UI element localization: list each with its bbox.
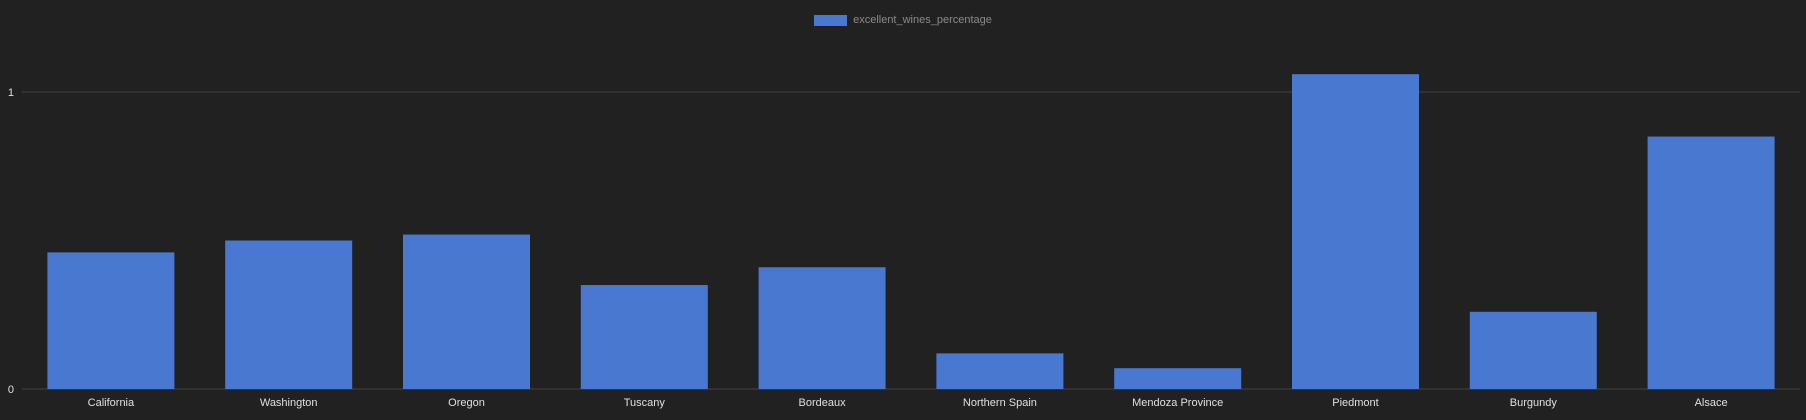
x-tick-label: Tuscany (624, 397, 666, 409)
legend-swatch (814, 14, 848, 26)
x-tick-label: California (88, 397, 135, 409)
x-tick-label: Alsace (1695, 397, 1728, 409)
bar-mendoza-province[interactable] (1114, 368, 1242, 389)
x-tick-label: Bordeaux (799, 397, 847, 409)
bar-california[interactable] (47, 252, 175, 389)
bar-northern-spain[interactable] (936, 353, 1064, 389)
x-tick-label: Burgundy (1510, 397, 1558, 409)
bar-alsace[interactable] (1647, 136, 1775, 389)
x-tick-label: Mendoza Province (1132, 397, 1223, 409)
bar-washington[interactable] (225, 240, 353, 390)
y-tick-label: 0 (8, 384, 14, 396)
bar-bordeaux[interactable] (758, 267, 886, 389)
x-tick-label: Oregon (448, 397, 485, 409)
bar-burgundy[interactable] (1469, 311, 1597, 389)
x-tick-label: Piedmont (1332, 397, 1378, 409)
bar-oregon[interactable] (403, 234, 530, 389)
legend-label: excellent_wines_percentage (853, 14, 992, 26)
bar-tuscany[interactable] (580, 285, 708, 389)
legend[interactable]: excellent_wines_percentage (0, 14, 1806, 26)
x-tick-label: Washington (260, 397, 318, 409)
x-tick-label: Northern Spain (963, 397, 1037, 409)
y-tick-label: 1 (8, 87, 14, 99)
bar-piedmont[interactable] (1292, 74, 1419, 390)
